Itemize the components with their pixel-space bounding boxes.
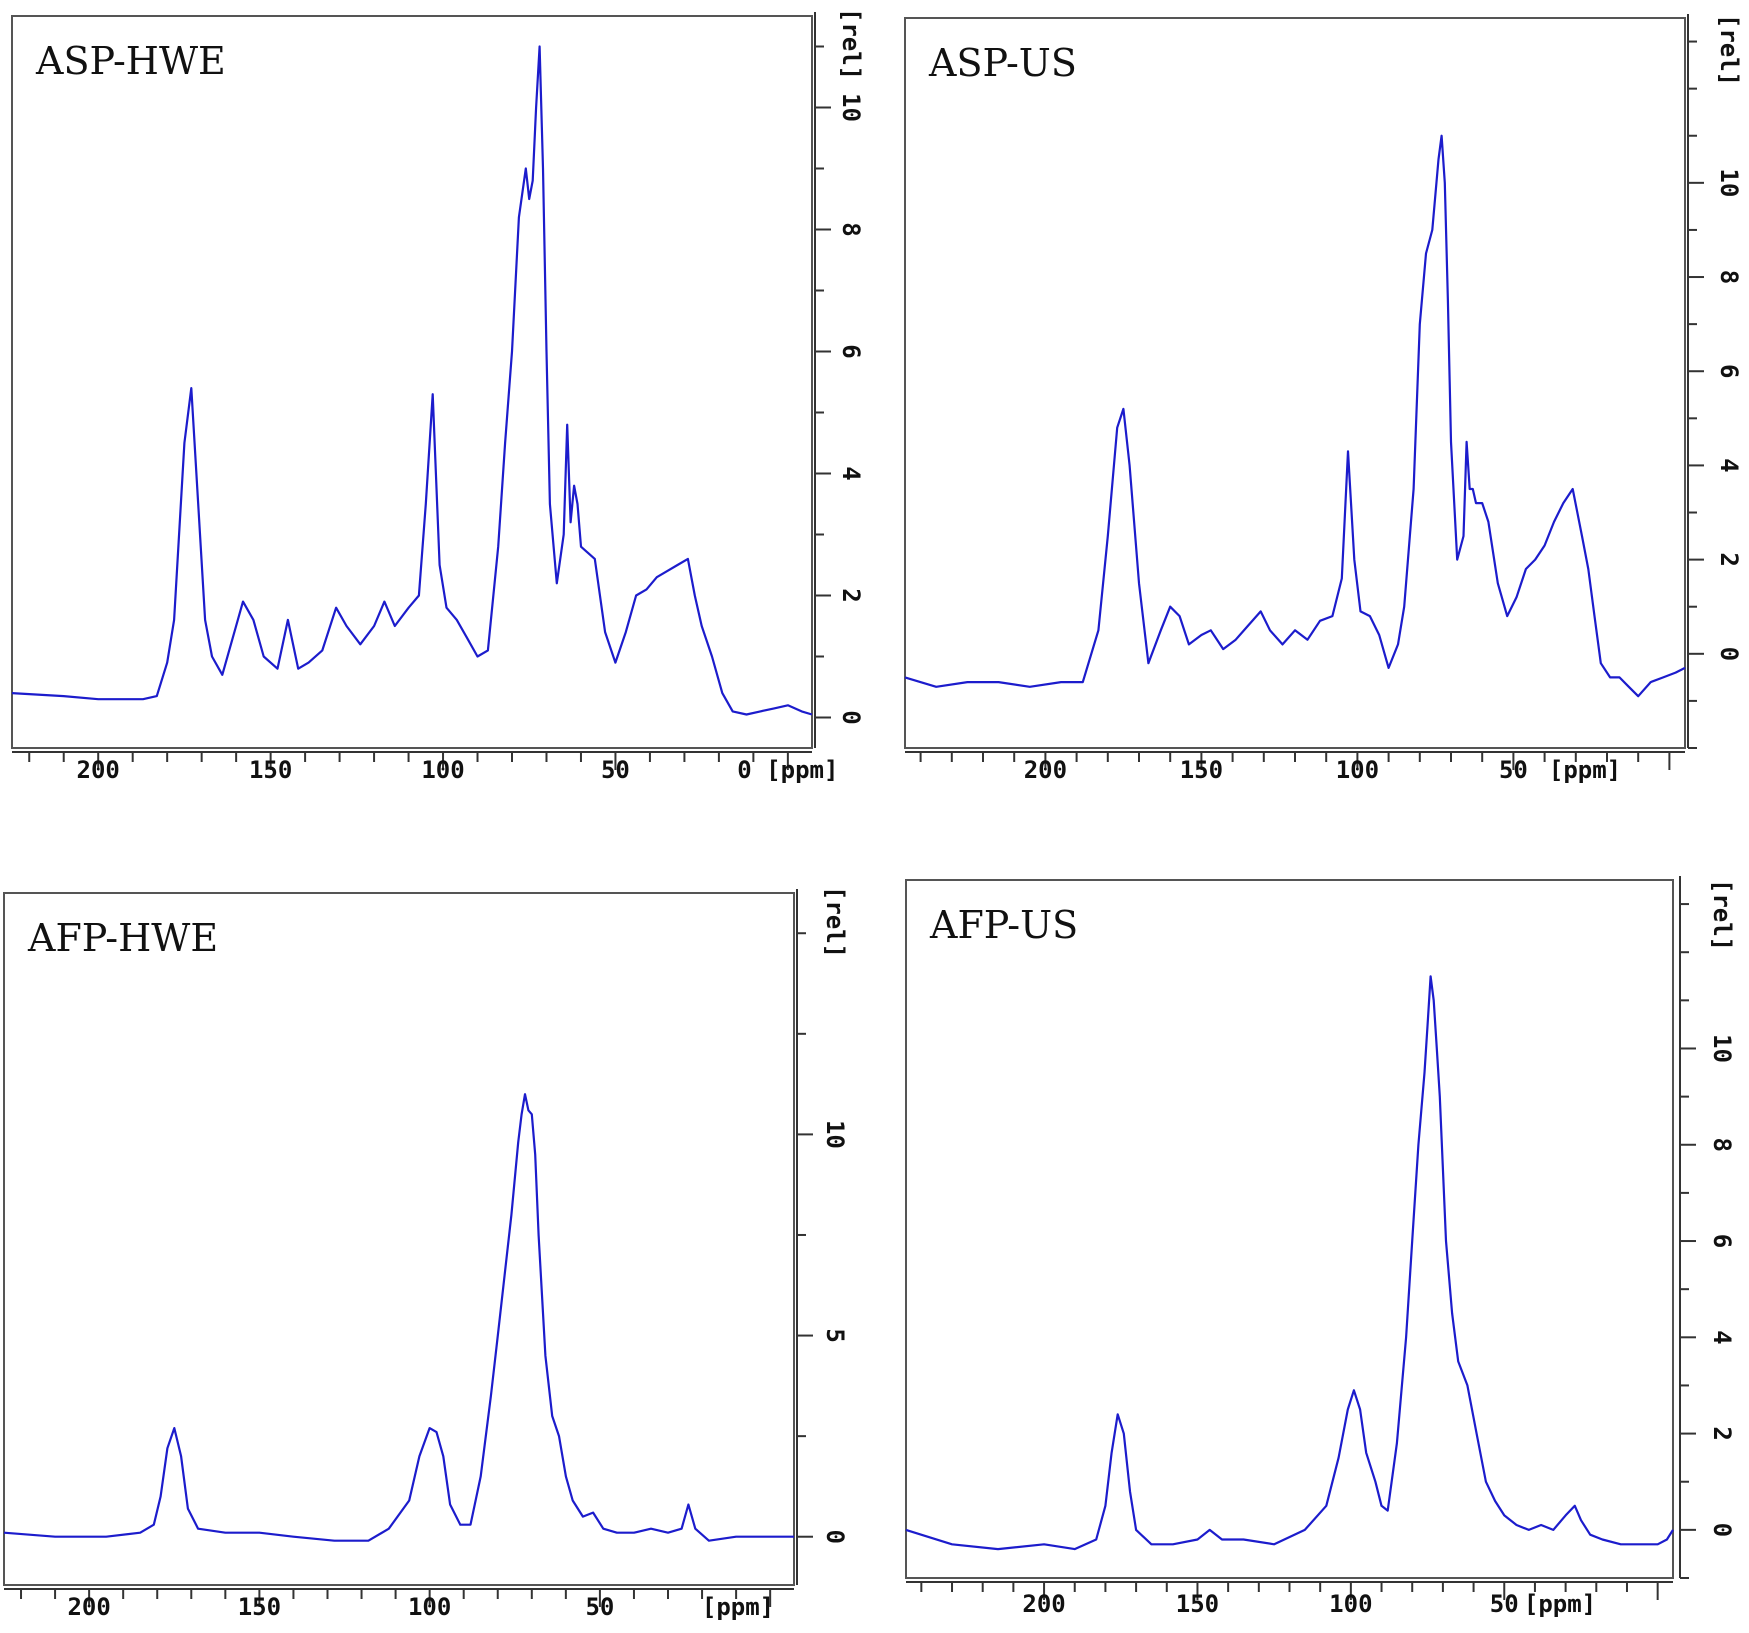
x-tick-label: 50 xyxy=(1490,1590,1519,1618)
y-tick-label: 6 xyxy=(1715,364,1743,378)
y-tick-label: 10 xyxy=(821,1120,849,1149)
panel-title: ASP-HWE xyxy=(35,39,226,83)
x-tick-label: 0 [ppm] xyxy=(737,756,838,784)
y-tick-label: 4 xyxy=(1715,458,1743,472)
x-tick-label: 150 xyxy=(1180,756,1223,784)
y-axis-unit: [rel] xyxy=(1715,14,1743,86)
y-tick-label: 0 xyxy=(837,710,865,724)
spectrum-line xyxy=(905,975,1674,1551)
x-tick-label: 150 xyxy=(249,756,292,784)
y-tick-label: 10 xyxy=(837,93,865,122)
y-axis-unit: [rel] xyxy=(1708,879,1736,951)
x-axis-unit: [ppm] xyxy=(702,1593,774,1621)
spectrum-line xyxy=(3,1093,794,1542)
y-tick-label: 0 xyxy=(821,1529,849,1543)
y-axis-unit: [rel] xyxy=(821,886,849,958)
panel-title: AFP-US xyxy=(929,903,1078,947)
y-tick-label: 10 xyxy=(1708,1034,1736,1063)
spectrum-line xyxy=(904,134,1686,698)
x-tick-label: 200 xyxy=(67,1593,110,1621)
y-tick-label: 8 xyxy=(1708,1138,1736,1152)
x-tick-label: 100 xyxy=(1336,756,1379,784)
panel-3: 0 5 10 [rel] 200 150 100 50 [ppm] AFP-HWE xyxy=(3,886,849,1621)
panel-2: 0 2 4 6 8 10 [rel] 200 150 100 50 [ppm] ASP-US xyxy=(904,14,1743,784)
y-tick-label: 0 xyxy=(1708,1523,1736,1537)
x-tick-label: 150 xyxy=(238,1593,281,1621)
plot-frame xyxy=(905,879,1674,1579)
panel-4: 0 2 4 6 8 10 [rel] 200 150 100 50 [ppm] AFP-US xyxy=(905,876,1736,1618)
panel-title: ASP-US xyxy=(928,41,1077,85)
x-tick-label: 100 xyxy=(408,1593,451,1621)
y-axis-unit: [rel] xyxy=(837,8,865,80)
y-tick-label: 6 xyxy=(837,344,865,358)
x-tick-label: 100 xyxy=(1329,1590,1372,1618)
plot-frame xyxy=(904,17,1686,749)
y-tick-label: 2 xyxy=(837,588,865,602)
y-tick-label: 0 xyxy=(1715,647,1743,661)
panel-1: 0 2 4 6 8 10 [rel] 200 150 100 50 0 [ppm] ASP-HWE xyxy=(11,8,865,784)
plot-frame xyxy=(3,892,795,1586)
y-tick-label: 6 xyxy=(1708,1234,1736,1248)
x-axis-unit: [ppm] xyxy=(1524,1590,1596,1618)
panel-title: AFP-HWE xyxy=(27,916,218,960)
x-tick-label: 200 xyxy=(1024,756,1067,784)
x-tick-label: 50 xyxy=(585,1593,614,1621)
x-tick-label: 200 xyxy=(77,756,120,784)
y-tick-label: 8 xyxy=(837,222,865,236)
plot-frame xyxy=(11,15,813,749)
y-tick-label: 5 xyxy=(821,1328,849,1342)
x-tick-label: 50 xyxy=(601,756,630,784)
y-tick-label: 10 xyxy=(1715,168,1743,197)
x-tick-label: 150 xyxy=(1176,1590,1219,1618)
x-axis-unit: [ppm] xyxy=(1549,756,1621,784)
x-tick-label: 200 xyxy=(1022,1590,1065,1618)
y-tick-label: 4 xyxy=(837,466,865,480)
y-tick-label: 2 xyxy=(1715,552,1743,566)
y-tick-label: 8 xyxy=(1715,270,1743,284)
y-tick-label: 2 xyxy=(1708,1426,1736,1440)
x-tick-label: 50 xyxy=(1499,756,1528,784)
x-tick-label: 100 xyxy=(421,756,464,784)
spectrum-line xyxy=(11,45,813,716)
y-tick-label: 4 xyxy=(1708,1330,1736,1344)
